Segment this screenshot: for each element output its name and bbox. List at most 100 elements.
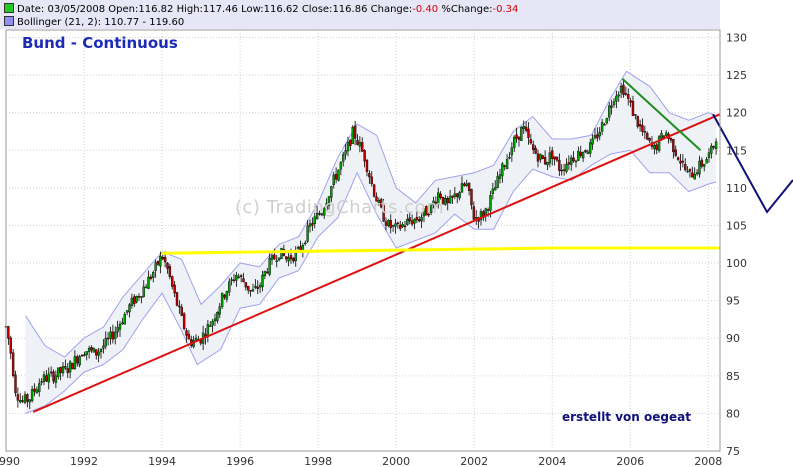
y-tick-label: 95 — [726, 295, 740, 308]
candle-body — [87, 348, 91, 352]
candle-body — [615, 95, 618, 102]
candle-body — [38, 383, 41, 392]
author-note: erstellt von oegeat — [562, 410, 691, 424]
candle-body — [643, 131, 647, 133]
candle-body — [370, 176, 373, 184]
candle-body — [206, 324, 210, 336]
candle-body — [19, 399, 22, 403]
y-tick-label: 75 — [726, 445, 740, 458]
candle-body — [384, 221, 388, 226]
candle-body — [161, 256, 164, 260]
candle-body — [413, 218, 416, 224]
candle-body — [268, 258, 271, 275]
candle-body — [61, 366, 65, 374]
candle-body — [287, 257, 290, 262]
candle-body — [289, 255, 293, 260]
y-tick-label: 85 — [726, 370, 740, 383]
candle-body — [710, 145, 713, 154]
candle-body — [45, 375, 48, 382]
candle-body — [375, 196, 378, 202]
candle-body — [330, 186, 333, 198]
high-label: High: — [176, 4, 203, 15]
forecast-arrow — [712, 113, 793, 214]
candle-body — [534, 147, 537, 154]
open-value: 116.82 — [138, 4, 174, 15]
candle-body — [73, 356, 77, 369]
axes: 75 80 85 90 95 100 105 110 115 120 125 130 1990 1992 1… — [0, 29, 747, 467]
candle-body — [339, 162, 343, 170]
candle-body — [54, 375, 58, 383]
candle-body — [64, 366, 67, 369]
candle-body — [304, 242, 307, 245]
candle-body — [420, 216, 423, 222]
candle-body — [396, 222, 400, 225]
candle-body — [688, 168, 692, 172]
candle-body — [505, 159, 509, 170]
candle-body — [380, 199, 383, 208]
candle-body — [434, 201, 438, 204]
candle-body — [356, 139, 359, 145]
candle-body — [106, 337, 110, 340]
candle-body — [693, 174, 696, 180]
candle-body — [570, 157, 573, 165]
candle-body — [676, 157, 680, 160]
candle-body — [539, 153, 542, 160]
candle-body — [565, 164, 568, 172]
x-tick-label: 2006 — [616, 455, 644, 467]
candle-body — [59, 367, 62, 373]
candle-body — [163, 256, 167, 263]
candle-body — [596, 134, 599, 139]
candle-body — [346, 141, 350, 152]
candle-body — [665, 132, 668, 136]
candle-body — [446, 198, 449, 204]
date-label: Date: — [17, 4, 45, 15]
candle-body — [553, 156, 556, 160]
candle-body — [600, 122, 604, 132]
candle-body — [102, 345, 105, 349]
candle-body — [437, 192, 440, 205]
candle-body — [92, 347, 96, 353]
candle-body — [135, 295, 138, 303]
close-label: Close: — [301, 4, 333, 15]
candle-body — [679, 160, 682, 164]
candle-body — [313, 216, 316, 224]
candle-body — [598, 132, 601, 137]
candle-body — [83, 354, 86, 356]
candle-body — [42, 374, 46, 382]
candle-body — [256, 286, 259, 289]
candle-body — [410, 220, 414, 225]
candle-body — [631, 101, 635, 116]
candles — [4, 79, 718, 410]
candle-body — [584, 150, 587, 153]
candle-body — [619, 86, 623, 93]
candle-body — [342, 154, 345, 162]
candle-body — [9, 337, 12, 354]
candle-body — [432, 200, 435, 205]
candle-body — [494, 187, 497, 191]
candle-body — [391, 225, 395, 227]
candle-body — [235, 275, 238, 281]
candle-body — [187, 333, 191, 340]
candle-body — [23, 394, 27, 403]
candle-body — [451, 195, 454, 198]
candle-body — [80, 355, 84, 357]
candle-body — [99, 348, 103, 353]
header-row-bollinger: Bollinger (21, 2): 110.77 - 119.60 — [4, 16, 184, 28]
close-value: 116.86 — [332, 4, 368, 15]
candle-body — [237, 276, 240, 279]
candle-body — [7, 326, 10, 339]
candle-body — [418, 219, 421, 222]
candle-body — [513, 136, 516, 148]
candle-body — [266, 271, 269, 274]
x-tick-label: 1990 — [0, 455, 20, 467]
candle-body — [605, 118, 609, 124]
candle-body — [311, 223, 314, 226]
candle-body — [125, 310, 129, 313]
candle-body — [422, 208, 426, 217]
x-tick-label: 1992 — [70, 455, 98, 467]
candle-body — [173, 284, 176, 294]
candle-body — [353, 125, 357, 139]
candle-body — [441, 196, 445, 204]
candle-body — [641, 125, 644, 132]
x-tick-label: 2008 — [694, 455, 722, 467]
